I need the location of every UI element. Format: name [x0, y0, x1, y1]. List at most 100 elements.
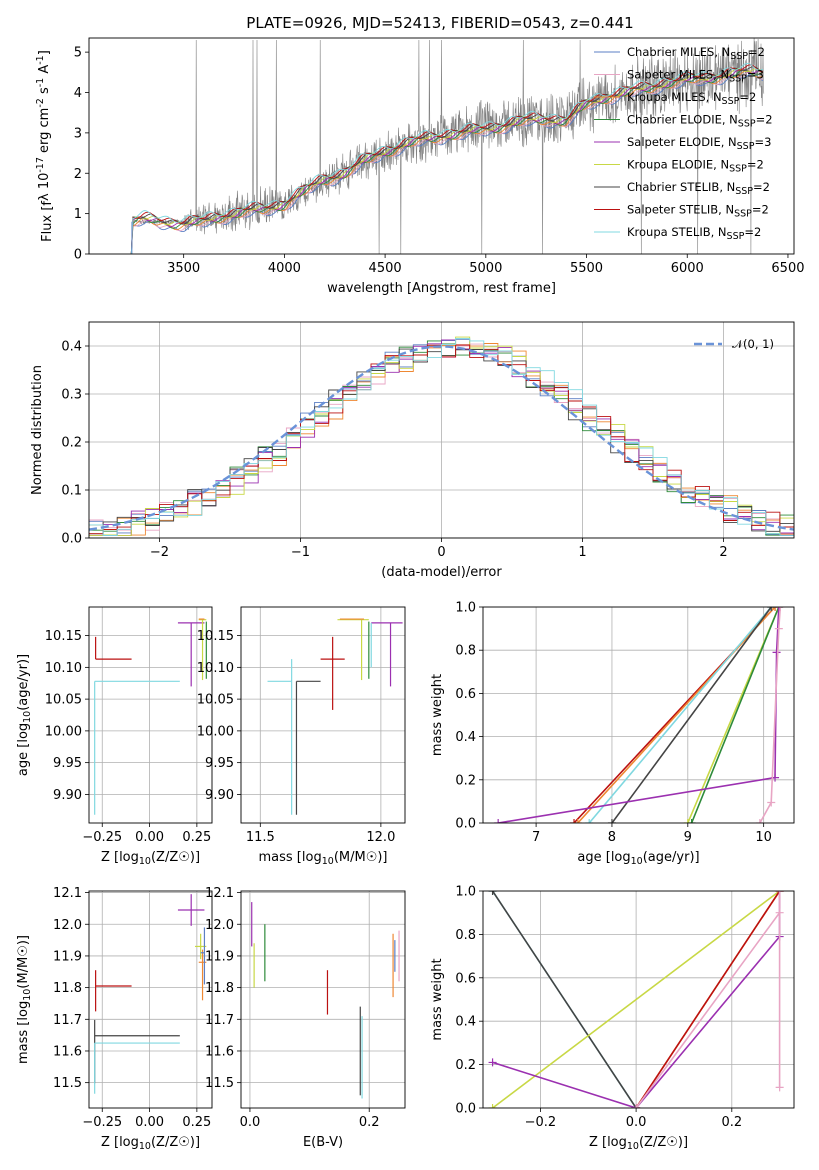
y-tick-label: 10.15	[45, 629, 82, 644]
x-axis-label: age [log10(age/yr)]	[577, 850, 699, 867]
y-axis-label: Flux [fλ 10-17 erg cm-2 s-1 A-1]	[35, 50, 55, 242]
cumulative-marker	[767, 607, 776, 611]
y-tick-label: 0	[74, 248, 82, 263]
cumulative-marker	[775, 891, 784, 895]
cumulative-marker	[775, 908, 784, 917]
legend: Chabrier MILES, NSSP=2 Salpeter MILES, NS…	[594, 45, 773, 242]
x-tick-label: 4000	[268, 261, 301, 276]
cumulative-marker	[488, 1058, 497, 1067]
x-tick-label: −2	[150, 545, 169, 560]
cumulative-line-kroupa-stelib	[588, 607, 772, 823]
y-axis-label: mass weight	[430, 958, 445, 1040]
x-tick-label: 3500	[167, 261, 200, 276]
cumulative-marker	[683, 819, 692, 823]
model-line-kroupa-stelib	[130, 62, 764, 254]
y-tick-label: 0.0	[455, 817, 476, 832]
legend-entry: Chabrier ELODIE, NSSP=2	[627, 113, 773, 130]
x-tick-label: 0.00	[135, 1115, 164, 1130]
cumulative-marker	[632, 1104, 641, 1108]
y-tick-label: 12.0	[53, 918, 82, 933]
plot-area-mass-vs-ebv	[241, 891, 405, 1108]
cumulative-marker	[767, 798, 776, 807]
y-axis-label: Normed distribution	[30, 365, 45, 495]
x-tick-label: 0.00	[135, 830, 164, 845]
x-tick-label: 12.0	[366, 830, 395, 845]
panel-age-vs-mass: 11.5 12.0 9.90 9.95 10.00 10.05 10.10 10.15 mass…	[197, 606, 406, 867]
plot-area-spectrum	[130, 38, 765, 254]
cumulative-line-salpeter-miles	[759, 607, 782, 823]
y-tick-label: 10.00	[197, 724, 234, 739]
data-point-kroupa-stelib	[267, 659, 293, 815]
legend-entry: Chabrier MILES, NSSP=2	[627, 45, 765, 62]
y-tick-label: 11.5	[53, 1076, 82, 1091]
y-tick-label: 12.1	[53, 886, 82, 901]
y-tick-label: 9.90	[205, 788, 234, 803]
y-tick-label: 11.5	[205, 1076, 234, 1091]
y-axis-label: age [log10(age/yr)]	[16, 654, 33, 776]
y-tick-label: 11.8	[205, 981, 234, 996]
cumulative-marker	[573, 819, 582, 823]
legend: 𝒩(0, 1)	[694, 337, 774, 351]
y-tick-label: 9.95	[205, 756, 234, 771]
x-axis-label: (data-model)/error	[381, 565, 502, 580]
y-tick-label: 9.95	[53, 756, 82, 771]
y-tick-label: 11.9	[205, 949, 234, 964]
figure-title: PLATE=0926, MJD=52413, FIBERID=0543, z=0…	[246, 14, 633, 32]
panel-mass-vs-ebv: 0.0 0.2 11.5 11.6 11.7 11.8 11.9 12.0 12.1 E(B-V)	[205, 886, 406, 1150]
y-tick-label: 11.9	[53, 949, 82, 964]
x-tick-label: 0.0	[626, 1115, 647, 1130]
x-tick-label: 0	[437, 545, 445, 560]
cumulative-marker	[755, 819, 764, 823]
y-tick-label: 11.6	[205, 1044, 234, 1059]
y-tick-label: 10.10	[197, 661, 234, 676]
y-tick-label: 2	[74, 167, 82, 182]
y-tick-label: 0.4	[61, 340, 82, 355]
cumulative-marker	[776, 607, 785, 611]
panel-weight-vs-age: 7 8 9 10 0.0 0.2 0.4 0.6 0.8 1.0 age [log10(age/yr…	[430, 601, 795, 867]
panel-spectrum: 3500 4000 4500 5000 5500 6000 6500 0 1 2 3 4 5 wavele…	[35, 37, 805, 296]
plot-area-age-vs-mass	[241, 607, 405, 823]
legend-entry: Chabrier STELIB, NSSP=2	[627, 180, 770, 197]
legend-entry: Salpeter ELODIE, NSSP=3	[627, 135, 771, 152]
axes-frame	[88, 606, 213, 824]
cumulative-marker	[607, 819, 616, 823]
axes-frame	[482, 606, 795, 824]
y-tick-label: 1.0	[455, 601, 476, 616]
axes-frame	[88, 37, 795, 255]
y-tick-label: 0.3	[61, 388, 82, 403]
x-tick-label: −0.25	[82, 830, 122, 845]
cumulative-marker	[774, 624, 783, 633]
cumulative-marker	[488, 1104, 497, 1108]
plot-area-weight-vs-age	[483, 607, 794, 823]
x-tick-label: 5500	[570, 261, 603, 276]
x-tick-label: 7	[532, 830, 540, 845]
x-tick-label: 0.25	[182, 1115, 211, 1130]
y-tick-label: 0.0	[455, 1102, 476, 1117]
data-point-salpeter-stelib	[95, 970, 132, 1012]
cumulative-line-salpeter-miles	[635, 891, 781, 1108]
cumulative-marker	[687, 819, 696, 823]
cumulative-line-salpeter-stelib	[635, 891, 781, 1108]
plot-area-mass-vs-Z	[89, 891, 212, 1108]
y-tick-label: 12.0	[205, 918, 234, 933]
x-tick-label: 8	[608, 830, 616, 845]
histogram-kroupa-stelib	[89, 337, 794, 536]
panel-mass-vs-Z: −0.25 0.00 0.25 11.5 11.6 11.7 11.8 11.9 12.0 12.…	[16, 886, 213, 1152]
panel-residuals: −2 −1 0 1 2 0.0 0.1 0.2 0.3 0.4 (data-model)/error…	[30, 321, 795, 580]
data-point-chabrier-stelib	[295, 680, 321, 815]
x-tick-label: 5000	[469, 261, 502, 276]
y-tick-label: 11.7	[53, 1013, 82, 1028]
cumulative-marker	[771, 607, 780, 611]
y-axis-label: mass weight	[430, 674, 445, 756]
y-tick-label: 1.0	[455, 885, 476, 900]
y-tick-label: 1	[74, 207, 82, 222]
data-point-kroupa-elodie	[337, 619, 369, 681]
y-tick-label: 0.2	[455, 773, 476, 788]
model-line-salpeter-stelib	[130, 64, 764, 254]
data-point-kroupa-stelib	[94, 1042, 180, 1094]
plot-area-age-vs-Z	[89, 607, 212, 823]
legend-entry: Salpeter STELIB, NSSP=2	[627, 203, 769, 220]
y-tick-label: 10.10	[45, 661, 82, 676]
data-point-kroupa-miles	[198, 949, 207, 1001]
